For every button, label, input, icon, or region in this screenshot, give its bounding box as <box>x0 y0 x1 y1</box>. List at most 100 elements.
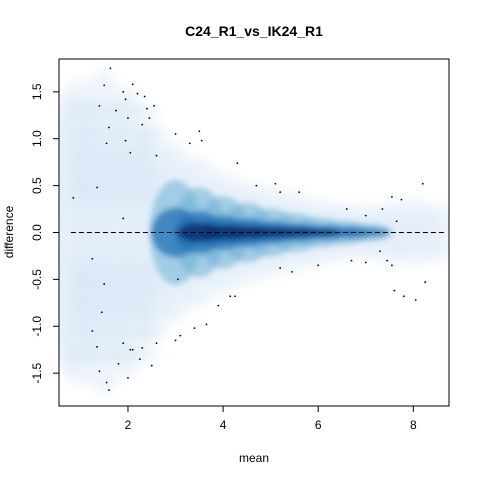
data-point <box>122 90 125 93</box>
density-streak <box>70 177 157 184</box>
data-point <box>200 139 203 142</box>
data-point <box>108 126 110 129</box>
data-point <box>143 95 146 98</box>
data-point <box>279 267 282 270</box>
data-point <box>198 130 201 133</box>
data-point <box>255 184 258 187</box>
data-point <box>298 191 301 194</box>
data-point <box>391 195 393 198</box>
data-point <box>150 364 153 367</box>
data-point <box>96 346 98 348</box>
y-axis: -1.5 -1.0 -0.5 0.0 0.5 1.0 1.5 <box>30 83 60 384</box>
data-point <box>108 389 110 391</box>
data-point <box>317 264 320 267</box>
data-point <box>122 217 125 220</box>
density-streak <box>70 281 157 288</box>
data-point <box>279 191 282 194</box>
data-point <box>234 295 236 298</box>
data-point <box>177 278 179 281</box>
data-point <box>364 261 367 264</box>
density-core <box>296 229 341 236</box>
data-point <box>141 123 144 126</box>
chart-title: C24_R1_vs_IK24_R1 <box>185 23 323 39</box>
data-point <box>127 376 129 379</box>
y-tick-label: 0.5 <box>30 177 44 194</box>
data-point <box>395 220 398 223</box>
data-point <box>193 327 196 330</box>
data-point <box>217 304 220 307</box>
data-point <box>381 208 384 210</box>
data-point <box>205 323 208 326</box>
data-point <box>153 104 156 107</box>
data-point <box>364 214 367 217</box>
x-axis: 2 4 6 8 <box>125 405 417 432</box>
data-point <box>350 259 353 262</box>
data-point <box>105 142 108 145</box>
data-point <box>291 270 293 273</box>
data-point <box>129 348 132 351</box>
outlier-points <box>72 67 427 391</box>
y-tick-label: 1.5 <box>30 83 44 100</box>
data-point <box>109 67 112 70</box>
data-point <box>188 142 191 145</box>
data-point <box>103 283 106 285</box>
data-point <box>105 381 108 384</box>
data-point <box>155 342 158 345</box>
data-point <box>96 186 98 189</box>
data-point <box>141 346 144 349</box>
data-point <box>138 358 141 361</box>
data-point <box>174 339 177 342</box>
data-point <box>127 117 129 119</box>
density-streak <box>70 107 157 114</box>
data-point <box>379 250 381 253</box>
y-axis-label: difference <box>2 205 16 258</box>
x-tick-label: 4 <box>220 418 227 432</box>
data-point <box>146 107 148 110</box>
data-point <box>402 295 405 298</box>
density-streak <box>70 267 157 274</box>
data-point <box>122 342 125 345</box>
density-streak <box>70 149 157 156</box>
data-point <box>148 117 151 119</box>
data-point <box>124 98 127 101</box>
density-streak <box>70 163 157 170</box>
data-point <box>421 182 424 185</box>
data-point <box>391 264 393 267</box>
x-tick-label: 6 <box>315 418 322 432</box>
density-band-inner <box>341 228 390 237</box>
data-point <box>131 83 134 86</box>
data-point <box>179 334 182 337</box>
y-tick-label: 0.0 <box>30 224 44 241</box>
data-point <box>103 84 106 87</box>
data-point <box>124 139 127 142</box>
y-tick-label: -1.0 <box>30 316 44 337</box>
x-axis-label: mean <box>239 451 269 465</box>
data-point <box>91 257 94 260</box>
data-point <box>155 154 158 157</box>
density-streak <box>70 295 157 302</box>
density-streak <box>70 351 157 358</box>
y-tick-label: -1.5 <box>30 363 44 384</box>
data-point <box>174 133 177 135</box>
density-haze <box>409 204 449 261</box>
data-point <box>115 109 117 112</box>
data-point <box>98 104 101 107</box>
x-tick-label: 8 <box>410 418 417 432</box>
data-point <box>91 330 94 332</box>
data-point <box>72 196 75 199</box>
y-tick-label: -0.5 <box>30 269 44 290</box>
density-streak <box>70 191 157 198</box>
data-point <box>386 259 389 262</box>
data-point <box>345 208 348 210</box>
data-point <box>131 348 134 351</box>
data-point <box>117 362 120 365</box>
data-point <box>136 92 139 95</box>
data-point <box>414 299 417 301</box>
density-streak <box>70 309 157 316</box>
density-streak <box>70 131 157 138</box>
data-point <box>229 295 232 298</box>
data-point <box>393 289 396 292</box>
x-tick-label: 2 <box>125 418 132 432</box>
data-point <box>400 198 403 201</box>
